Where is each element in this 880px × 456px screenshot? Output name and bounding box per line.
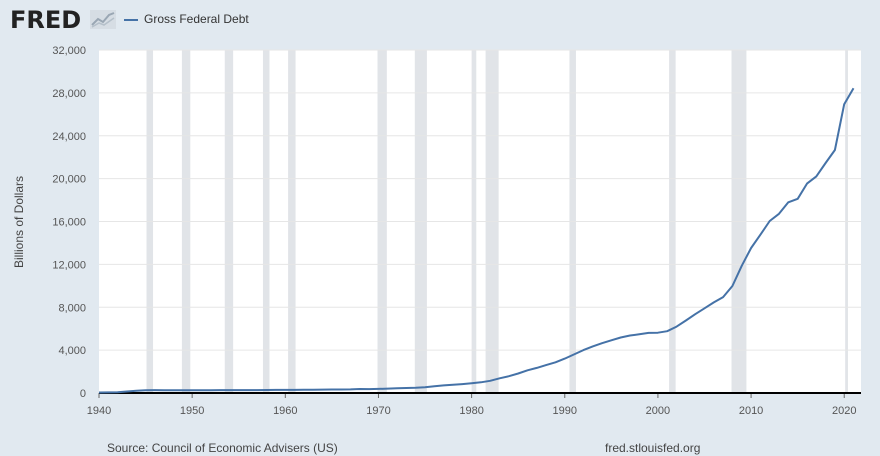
y-tick-label-8000: 8,000 [58, 302, 86, 314]
y-axis-ticks: 0 4,000 8,000 12,000 16,000 20,000 24,000 28,00… [52, 45, 86, 400]
y-tick-label-24000: 24,000 [52, 131, 86, 143]
y-axis-label: Billions of Dollars [12, 176, 26, 268]
x-tick-label-1940: 1940 [87, 405, 111, 417]
site-link[interactable]: fred.stlouisfed.org [605, 441, 701, 455]
y-tick-label-12000: 12,000 [52, 259, 86, 271]
chart-line-icon [90, 10, 116, 29]
x-tick-label-2010: 2010 [739, 405, 763, 417]
legend-swatch [124, 19, 138, 21]
x-tick-label-1950: 1950 [180, 405, 204, 417]
x-axis-ticks: 1940 1950 1960 1970 1980 1990 2000 2010 2020 [87, 393, 856, 417]
x-tick-label-2000: 2000 [646, 405, 670, 417]
source-note: Source: Council of Economic Advisers (US… [107, 441, 338, 455]
series-line-gross-federal-debt [98, 87, 855, 394]
y-tick-label-0: 0 [80, 388, 86, 400]
y-tick-label-20000: 20,000 [52, 174, 86, 186]
grid-lines [99, 49, 861, 351]
x-tick-label-1960: 1960 [273, 405, 297, 417]
y-tick-label-28000: 28,000 [52, 88, 86, 100]
header: FRED Gross Federal Debt [0, 0, 880, 40]
y-tick-label-32000: 32,000 [52, 45, 86, 57]
fred-logo[interactable]: FRED [10, 6, 82, 34]
x-tick-label-1980: 1980 [459, 405, 483, 417]
x-tick-label-1970: 1970 [366, 405, 390, 417]
legend-label: Gross Federal Debt [144, 12, 249, 26]
x-tick-label-1990: 1990 [553, 405, 577, 417]
x-tick-label-2020: 2020 [832, 405, 856, 417]
y-tick-label-4000: 4,000 [58, 345, 86, 357]
y-tick-label-16000: 16,000 [52, 217, 86, 229]
